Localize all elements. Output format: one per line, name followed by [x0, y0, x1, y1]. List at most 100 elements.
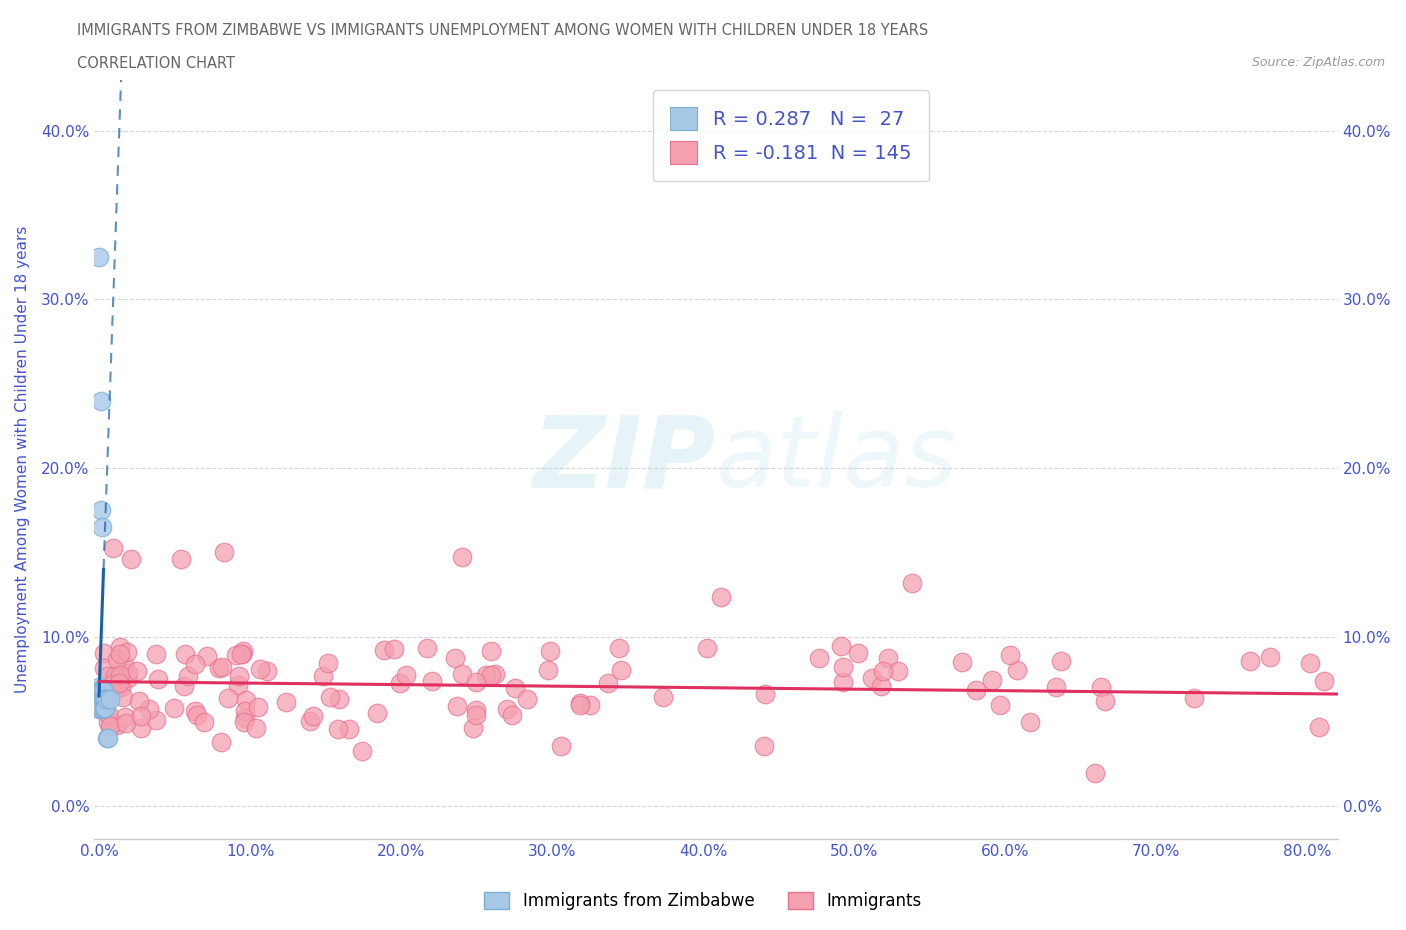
Point [232, 644, 254, 658]
Point [129, 721, 152, 736]
Point [846, 645, 869, 660]
Point [446, 698, 468, 713]
Point [87, 250, 110, 265]
Point [98, 719, 121, 734]
Point [233, 714, 256, 729]
Point [860, 671, 883, 685]
Point [475, 667, 498, 682]
Point [97, 669, 120, 684]
Point [217, 691, 239, 706]
Point [1090, 679, 1112, 694]
Point [484, 666, 506, 681]
Point [461, 720, 484, 735]
Point [312, 669, 335, 684]
Point [1313, 673, 1336, 688]
Point [193, 714, 215, 729]
Point [229, 647, 252, 662]
Point [87, 688, 110, 703]
Point [186, 708, 208, 723]
Point [93, 692, 115, 707]
Point [111, 690, 134, 705]
Point [965, 683, 987, 698]
Point [93, 645, 115, 660]
Point [87, 684, 110, 698]
Point [89, 700, 111, 715]
Point [101, 677, 124, 692]
Point [1045, 680, 1067, 695]
Point [91, 520, 114, 535]
Point [451, 667, 474, 682]
Point [366, 706, 388, 721]
Point [97, 707, 120, 722]
Point [1299, 655, 1322, 670]
Point [184, 657, 207, 671]
Point [256, 664, 278, 679]
Point [1258, 649, 1281, 664]
Point [89, 692, 111, 707]
Point [233, 703, 256, 718]
Point [87, 697, 110, 711]
Point [696, 641, 718, 656]
Point [515, 692, 537, 707]
Point [104, 669, 127, 684]
Point [91, 695, 114, 710]
Point [94, 702, 117, 717]
Point [87, 692, 110, 707]
Point [93, 684, 115, 698]
Point [754, 686, 776, 701]
Point [89, 692, 111, 707]
Point [97, 731, 120, 746]
Point [443, 651, 465, 666]
Point [808, 650, 831, 665]
Point [212, 545, 235, 560]
Point [128, 694, 150, 709]
Point [117, 666, 139, 681]
Point [420, 673, 443, 688]
Point [163, 700, 186, 715]
Point [115, 715, 138, 730]
Point [872, 663, 894, 678]
Point [183, 703, 205, 718]
Point [988, 698, 1011, 713]
Point [495, 701, 517, 716]
Point [373, 643, 395, 658]
Point [503, 681, 526, 696]
Point [298, 713, 321, 728]
Point [101, 540, 124, 555]
Point [870, 679, 893, 694]
Point [105, 718, 128, 733]
Point [87, 680, 110, 695]
Point [98, 692, 121, 707]
Point [451, 550, 474, 565]
Point [249, 661, 271, 676]
Point [93, 661, 115, 676]
Point [245, 721, 267, 736]
Point [90, 702, 112, 717]
Point [1308, 719, 1330, 734]
Point [479, 668, 502, 683]
Point [337, 722, 360, 737]
Text: CORRELATION CHART: CORRELATION CHART [77, 56, 235, 71]
Point [94, 692, 117, 707]
Point [578, 698, 600, 712]
Point [145, 712, 167, 727]
Point [710, 590, 733, 604]
Point [93, 700, 115, 715]
Point [887, 663, 910, 678]
Point [1049, 654, 1071, 669]
Point [170, 551, 193, 566]
Point [316, 655, 339, 670]
Point [138, 702, 160, 717]
Point [117, 671, 139, 685]
Point [110, 668, 132, 683]
Point [89, 503, 111, 518]
Text: atlas: atlas [716, 411, 957, 508]
Legend: R = 0.287   N =  27, R = -0.181  N = 145: R = 0.287 N = 27, R = -0.181 N = 145 [652, 90, 929, 181]
Point [950, 655, 973, 670]
Point [107, 652, 129, 667]
Point [96, 731, 118, 746]
Point [98, 719, 121, 734]
Point [596, 675, 619, 690]
Text: Source: ZipAtlas.com: Source: ZipAtlas.com [1251, 56, 1385, 69]
Text: IMMIGRANTS FROM ZIMBABWE VS IMMIGRANTS UNEMPLOYMENT AMONG WOMEN WITH CHILDREN UN: IMMIGRANTS FROM ZIMBABWE VS IMMIGRANTS U… [77, 23, 928, 38]
